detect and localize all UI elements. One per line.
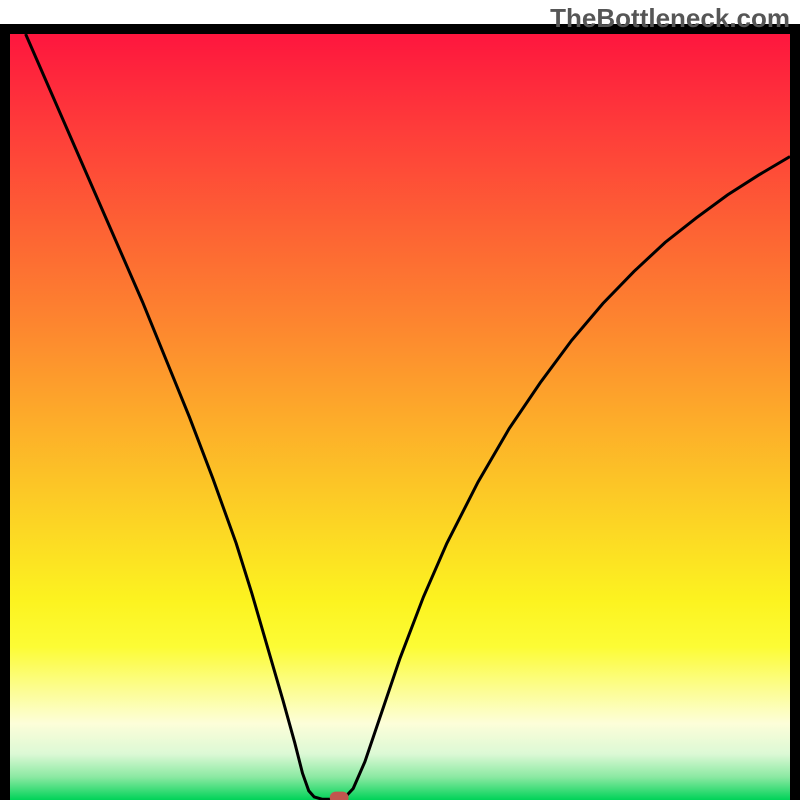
chart-container: TheBottleneck.com: [0, 0, 800, 800]
frame-border-right: [790, 24, 800, 800]
bottleneck-chart: [0, 0, 800, 800]
frame-border-left: [0, 24, 10, 800]
optimal-point-marker: [330, 792, 349, 800]
watermark-text: TheBottleneck.com: [550, 3, 790, 34]
gradient-background: [10, 34, 790, 800]
